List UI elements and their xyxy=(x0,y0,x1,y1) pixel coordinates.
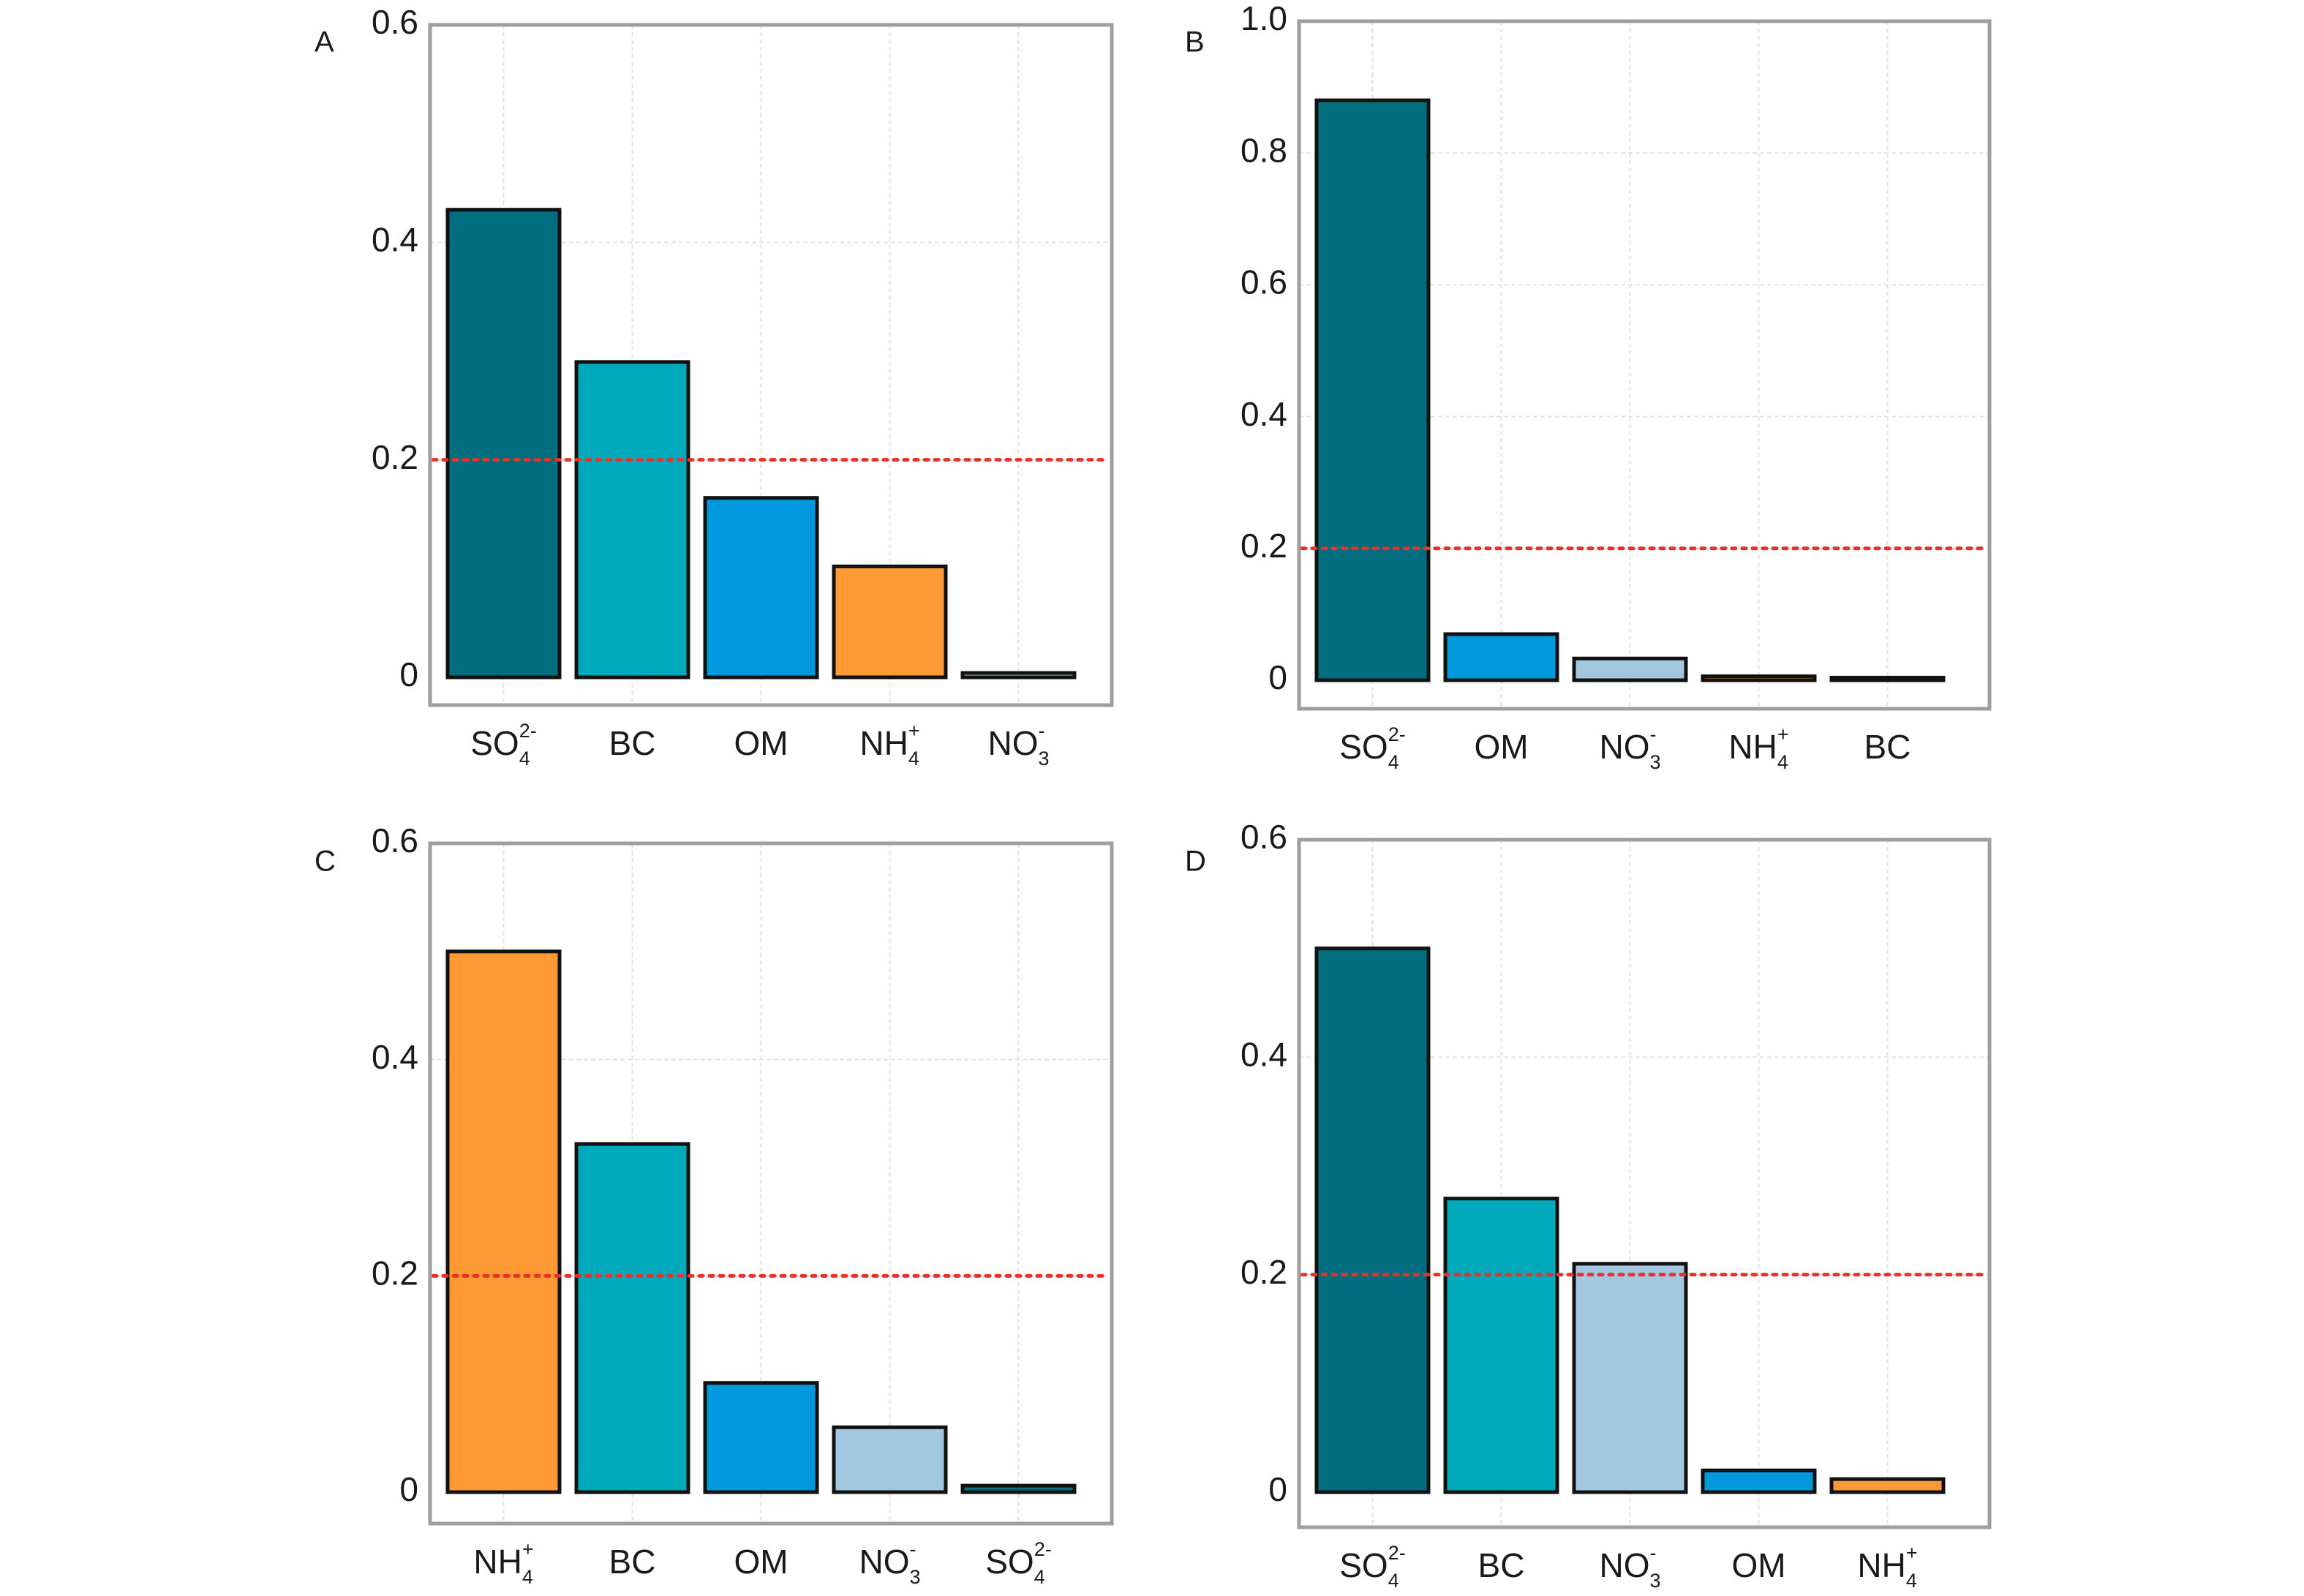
category-label: OM xyxy=(734,724,788,762)
ytick-label: 0.6 xyxy=(372,821,418,859)
bar-no3 xyxy=(832,1425,948,1494)
panel-letter: A xyxy=(315,26,334,59)
plot-frame xyxy=(1297,837,1992,1529)
ytick-label: 0.2 xyxy=(1241,527,1287,565)
ytick-label: 0 xyxy=(1268,658,1287,696)
category-label: OM xyxy=(734,1543,788,1581)
category-label: NO3- xyxy=(1599,1542,1660,1592)
category-label: NH4+ xyxy=(1857,1542,1917,1592)
ytick-label: 0.4 xyxy=(372,220,418,258)
ytick-label: 0.6 xyxy=(1241,818,1287,856)
bar-nh4 xyxy=(1701,674,1817,682)
bar-nh4 xyxy=(445,949,562,1494)
ytick-label: 0.2 xyxy=(372,438,418,476)
bar-so4 xyxy=(960,1483,1077,1494)
category-label: BC xyxy=(1864,728,1911,766)
category-label: SO42- xyxy=(985,1538,1052,1588)
ytick-label: 0 xyxy=(399,1470,418,1508)
ytick-label: 0.4 xyxy=(1241,1035,1287,1073)
ytick-label: 0 xyxy=(399,655,418,693)
panel-letter: C xyxy=(315,846,336,878)
bar-bc xyxy=(1443,1197,1559,1494)
bar-om xyxy=(703,1381,819,1494)
panel-b: B 0 0.2 0.4 0.6 0.8 1.0 SO42- OM NO3- NH4+ BC xyxy=(1185,0,1992,773)
ytick-label: 0.8 xyxy=(1241,131,1287,169)
panel-d: D 0 0.2 0.4 0.6 SO42- BC NO3- OM NH4+ xyxy=(1185,818,1992,1592)
bar-so4 xyxy=(1314,946,1431,1494)
category-label: SO42- xyxy=(1339,723,1406,773)
bar-nh4 xyxy=(832,564,948,680)
plot-frame xyxy=(428,23,1114,707)
bar-so4 xyxy=(445,208,562,680)
category-label: SO42- xyxy=(1339,1542,1406,1592)
bar-om xyxy=(703,496,819,680)
ytick-label: 0.6 xyxy=(1241,263,1287,301)
ytick-label: 0.6 xyxy=(372,3,418,41)
category-label: SO42- xyxy=(470,720,537,769)
category-label: BC xyxy=(609,724,656,762)
category-label: NH4+ xyxy=(859,720,919,769)
ytick-label: 0.2 xyxy=(1241,1253,1287,1291)
ytick-label: 0 xyxy=(1268,1470,1287,1508)
category-label: NH4+ xyxy=(473,1538,533,1588)
bar-bc xyxy=(574,1142,690,1494)
bar-no3 xyxy=(1572,1262,1688,1494)
category-label: NO3- xyxy=(987,720,1049,769)
panel-c: C 0 0.2 0.4 0.6 NH4+ BC OM NO3- SO42- xyxy=(315,821,1114,1588)
category-label: OM xyxy=(1474,728,1528,766)
bar-no3 xyxy=(960,671,1077,680)
bar-om xyxy=(1443,632,1559,682)
category-label: NO3- xyxy=(859,1538,920,1588)
bar-so4 xyxy=(1314,98,1431,682)
ytick-label: 0.4 xyxy=(372,1038,418,1076)
ytick-label: 0.2 xyxy=(372,1254,418,1292)
bar-nh4 xyxy=(1829,1477,1946,1494)
plot-frame xyxy=(1297,19,1992,711)
ytick-label: 1.0 xyxy=(1241,0,1287,37)
category-label: NO3- xyxy=(1599,723,1660,773)
panel-letter: D xyxy=(1185,846,1206,878)
category-label: BC xyxy=(1478,1546,1525,1584)
ytick-label: 0.4 xyxy=(1241,395,1287,433)
panel-letter: B xyxy=(1185,26,1205,59)
plot-frame xyxy=(428,841,1114,1526)
category-label: NH4+ xyxy=(1728,723,1788,773)
category-label: BC xyxy=(609,1543,656,1581)
category-label: OM xyxy=(1731,1546,1785,1584)
bar-bc xyxy=(1829,675,1946,682)
bar-no3 xyxy=(1572,656,1688,682)
bar-om xyxy=(1701,1468,1817,1494)
bar-bc xyxy=(574,360,690,680)
panel-a: A 0 0.2 0.4 0.6 SO42- BC OM NH4+ NO3- xyxy=(315,3,1114,769)
